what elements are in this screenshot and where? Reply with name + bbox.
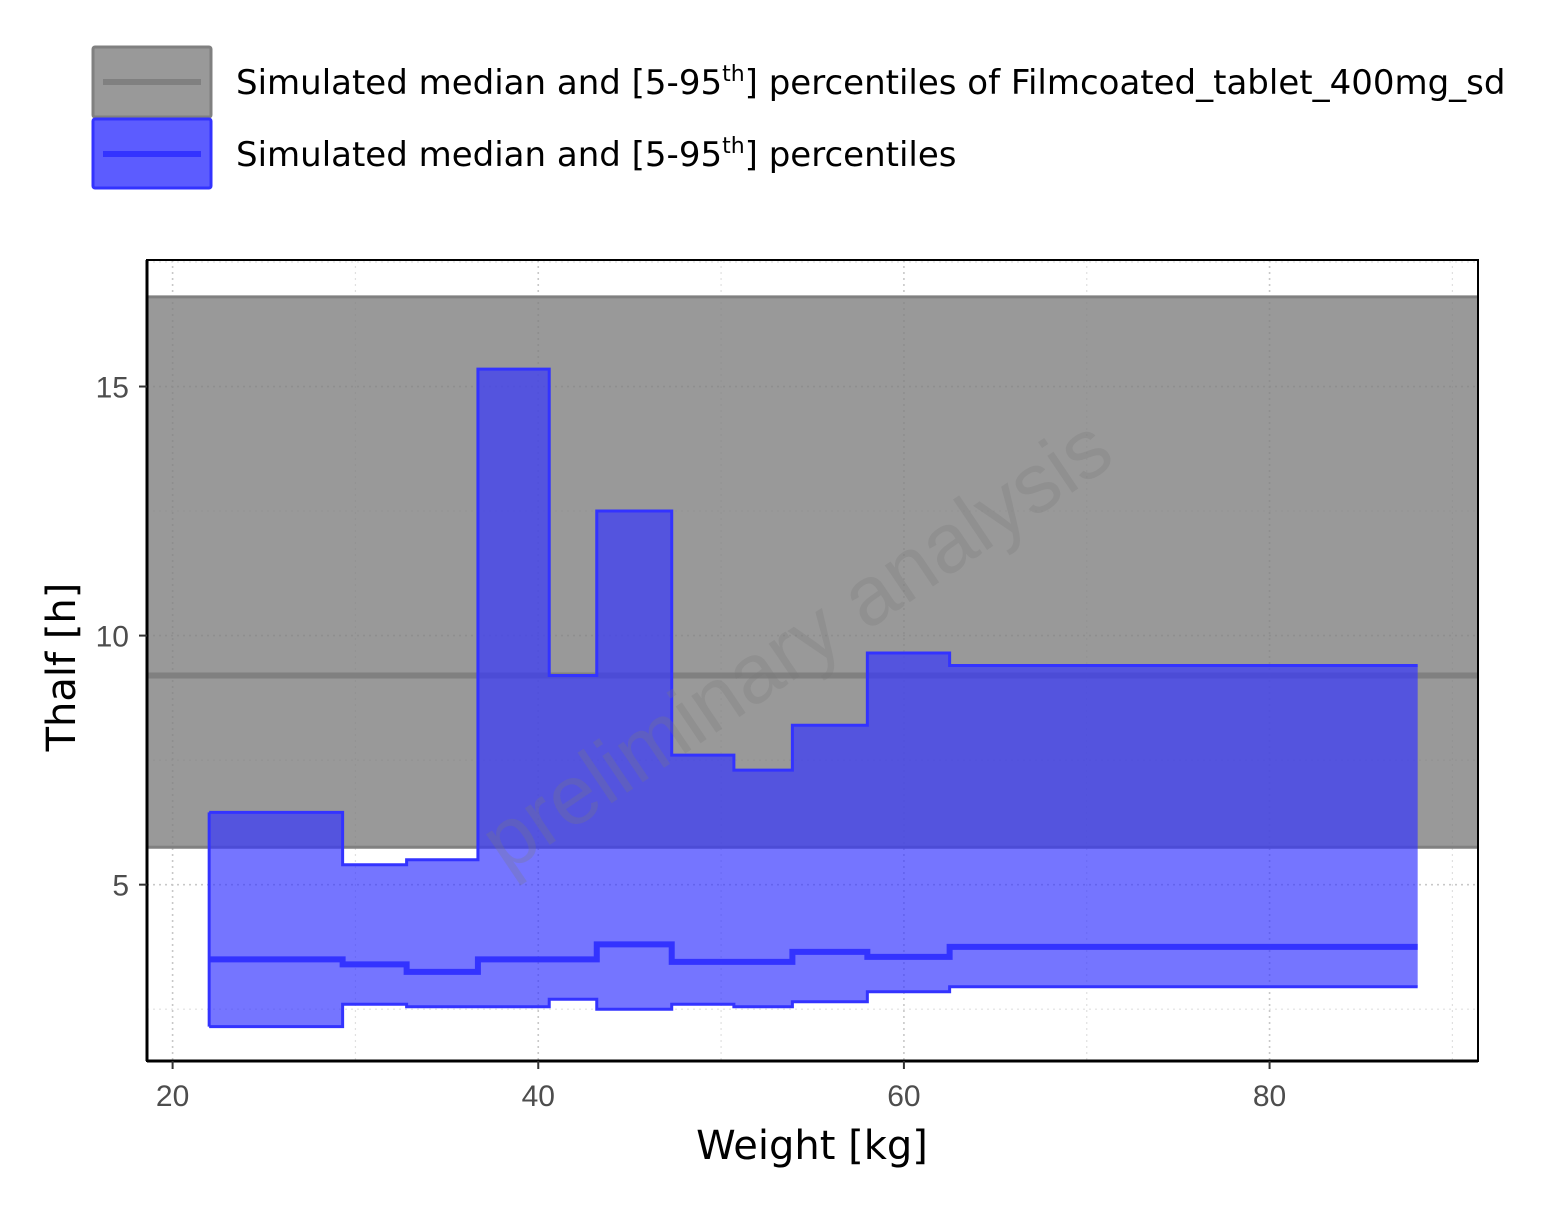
plot-panel: preliminary analysis [145,259,1479,1063]
legend-item-reference: Simulated median and [5-95th] percentile… [91,45,1505,119]
legend-label-simulated: Simulated median and [5-95th] percentile… [236,134,956,175]
legend: Simulated median and [5-95th] percentile… [91,45,1505,190]
x-axis-title: Weight [kg] [696,1123,928,1169]
simulated-upper-line [209,367,1418,867]
simulated-band-area [209,369,1418,1027]
x-tick-label: 20 [156,1080,189,1113]
legend-label-reference: Simulated median and [5-95th] percentile… [236,62,1505,103]
legend-label-simulated-sup: th [722,134,745,159]
simulated-lower-line [209,985,1418,1029]
y-tick-label: 5 [112,870,129,903]
legend-label-reference-sup: th [722,62,745,87]
axis-ticks: 20 40 60 80 5 10 15 [96,372,1287,1113]
simulated-band-layer [207,367,1418,1029]
x-tick-label: 40 [522,1080,555,1113]
y-tick-label: 10 [96,621,129,654]
legend-item-simulated: Simulated median and [5-95th] percentile… [91,117,956,190]
x-tick-label: 80 [1253,1080,1286,1113]
y-tick-label: 15 [96,372,129,405]
x-tick-label: 60 [887,1080,920,1113]
y-axis-title: Thalf [h] [39,583,85,753]
simulated-median-line [209,941,1418,975]
